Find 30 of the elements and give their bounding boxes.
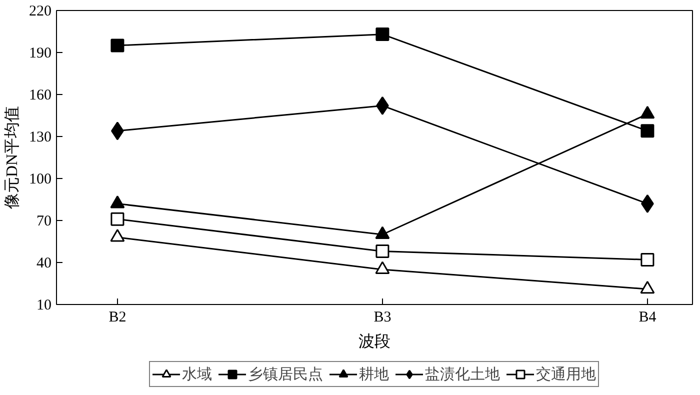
point xyxy=(376,244,390,258)
point xyxy=(110,38,124,52)
point xyxy=(640,252,654,266)
point xyxy=(376,28,390,42)
legend-label: 交通用地 xyxy=(536,365,596,384)
y-tick-label: 220 xyxy=(29,4,52,20)
legend-label: 盐渍化土地 xyxy=(425,366,500,384)
y-tick-label: 40 xyxy=(36,256,52,272)
y-tick-label: 100 xyxy=(29,172,52,188)
point xyxy=(640,124,654,138)
x-tick-label: B2 xyxy=(108,310,126,326)
point xyxy=(640,106,655,119)
legend-label: 乡镇居民点 xyxy=(248,366,323,384)
point xyxy=(375,261,390,274)
y-tick-label: 190 xyxy=(29,46,52,62)
x-tick-label: B4 xyxy=(638,310,657,326)
point xyxy=(110,229,125,242)
y-tick-label: 10 xyxy=(36,298,52,314)
x-axis-title: 波段 xyxy=(358,332,390,350)
point xyxy=(110,195,125,208)
legend-label: 水域 xyxy=(182,366,212,384)
point xyxy=(110,212,124,226)
point xyxy=(375,226,390,240)
x-tick-label: B3 xyxy=(374,310,392,326)
legend-label: 耕地 xyxy=(359,366,389,384)
point xyxy=(640,280,655,294)
y-tick-label: 160 xyxy=(29,88,52,104)
y-tick-label: 70 xyxy=(36,214,52,230)
y-axis-title: 像元DN平均值 xyxy=(4,106,21,210)
y-tick-label: 130 xyxy=(29,130,52,146)
